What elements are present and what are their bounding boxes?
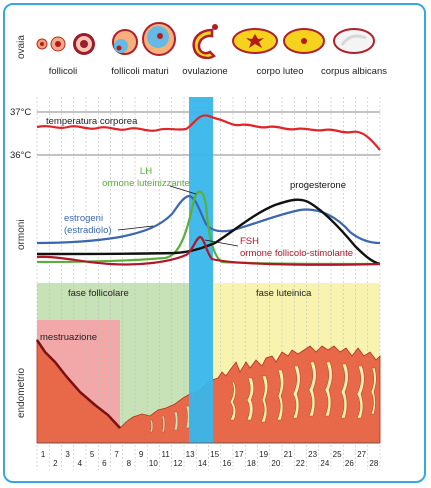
- lh-sublabel: ormone luteinizzante: [102, 178, 190, 189]
- day-label: 3: [65, 450, 70, 459]
- progesterone-label: progesterone: [290, 180, 346, 191]
- temperature-curve: [36, 114, 381, 151]
- ovulation-band: [189, 97, 213, 443]
- luteal-phase-label: fase luteinica: [256, 288, 312, 299]
- ovary-stage-label: corpus albicans: [321, 66, 387, 77]
- estrogen-pointer: [117, 225, 154, 231]
- day-label: 15: [210, 450, 219, 459]
- day-axis-labels: 1234567891011121314151617181920212223242…: [41, 450, 379, 468]
- ovary-stage-ovulation: ovulazione: [182, 24, 228, 77]
- progesterone-curve: [36, 198, 381, 266]
- ovaries-section-label: ovaia: [16, 35, 27, 59]
- ovary-stage-label: ovulazione: [182, 66, 227, 77]
- day-label: 27: [357, 450, 366, 459]
- day-label: 10: [149, 459, 158, 468]
- day-label: 13: [186, 450, 195, 459]
- follicle-small-icon: [36, 38, 48, 50]
- follicle-large-icon: [73, 33, 95, 55]
- day-label: 22: [296, 459, 305, 468]
- endometrium-section-label: endometrio: [16, 368, 27, 418]
- fsh-curve: [36, 235, 381, 266]
- day-label: 2: [53, 459, 58, 468]
- ovary-stage-mature-follicles: follicoli maturi: [111, 22, 176, 77]
- day-label: 23: [308, 450, 317, 459]
- day-label: 4: [78, 459, 83, 468]
- temperature-37-tick: 37°C: [10, 107, 31, 118]
- day-label: 1: [41, 450, 46, 459]
- fsh-label: FSH: [240, 236, 259, 247]
- corpus-luteum-icon-1: [232, 28, 278, 54]
- day-label: 11: [161, 450, 170, 459]
- day-label: 16: [222, 459, 231, 468]
- mature-follicle-icon-2: [142, 22, 176, 56]
- day-label: 24: [320, 459, 329, 468]
- ovulation-icon: [192, 24, 218, 60]
- day-label: 26: [345, 459, 354, 468]
- day-label: 8: [127, 459, 132, 468]
- temperature-36-tick: 36°C: [10, 150, 31, 161]
- menstrual-shedding-edge: [35, 339, 121, 429]
- ovary-stage-label: follicoli: [49, 66, 78, 77]
- day-label: 14: [198, 459, 207, 468]
- day-label: 12: [173, 459, 182, 468]
- ovary-stage-follicles: follicoli: [36, 33, 95, 77]
- curves: [36, 114, 381, 266]
- menstruation-label: mestruazione: [40, 332, 97, 343]
- day-label: 7: [114, 450, 119, 459]
- lh-label: LH: [140, 166, 152, 177]
- estrogen-label: estrogeni: [64, 213, 103, 224]
- corpus-albicans-icon: [333, 28, 375, 54]
- fsh-sublabel: ormone follicolo-stimolante: [240, 248, 353, 259]
- day-label: 6: [102, 459, 107, 468]
- day-label: 18: [247, 459, 256, 468]
- fsh-pointer: [204, 239, 239, 247]
- day-label: 28: [369, 459, 378, 468]
- endometrial-glands: [229, 361, 377, 423]
- day-label: 21: [284, 450, 293, 459]
- ovary-stage-label: follicoli maturi: [111, 66, 169, 77]
- ovary-stage-corpus-luteum: corpo luteo: [232, 28, 325, 77]
- day-label: 9: [139, 450, 144, 459]
- estrogen-sublabel: (estradiolo): [64, 225, 112, 236]
- lh-pointer: [169, 185, 197, 195]
- ovary-stage-label: corpo luteo: [256, 66, 303, 77]
- ovary-stage-corpus-albicans: corpus albicans: [321, 28, 387, 77]
- corpus-luteum-icon-2: [283, 28, 325, 54]
- mature-follicle-icon-1: [112, 29, 138, 55]
- follicular-phase-label: fase follicolare: [68, 288, 129, 299]
- temperature-curve-label: temperatura corporea: [46, 116, 138, 127]
- day-label: 5: [90, 450, 95, 459]
- estrogen-curve: [36, 194, 381, 245]
- follicle-medium-icon: [50, 36, 66, 52]
- day-label: 19: [259, 450, 268, 459]
- hormones-section-label: ormoni: [16, 219, 27, 250]
- day-label: 20: [271, 459, 280, 468]
- day-label: 17: [235, 450, 244, 459]
- day-label: 25: [333, 450, 342, 459]
